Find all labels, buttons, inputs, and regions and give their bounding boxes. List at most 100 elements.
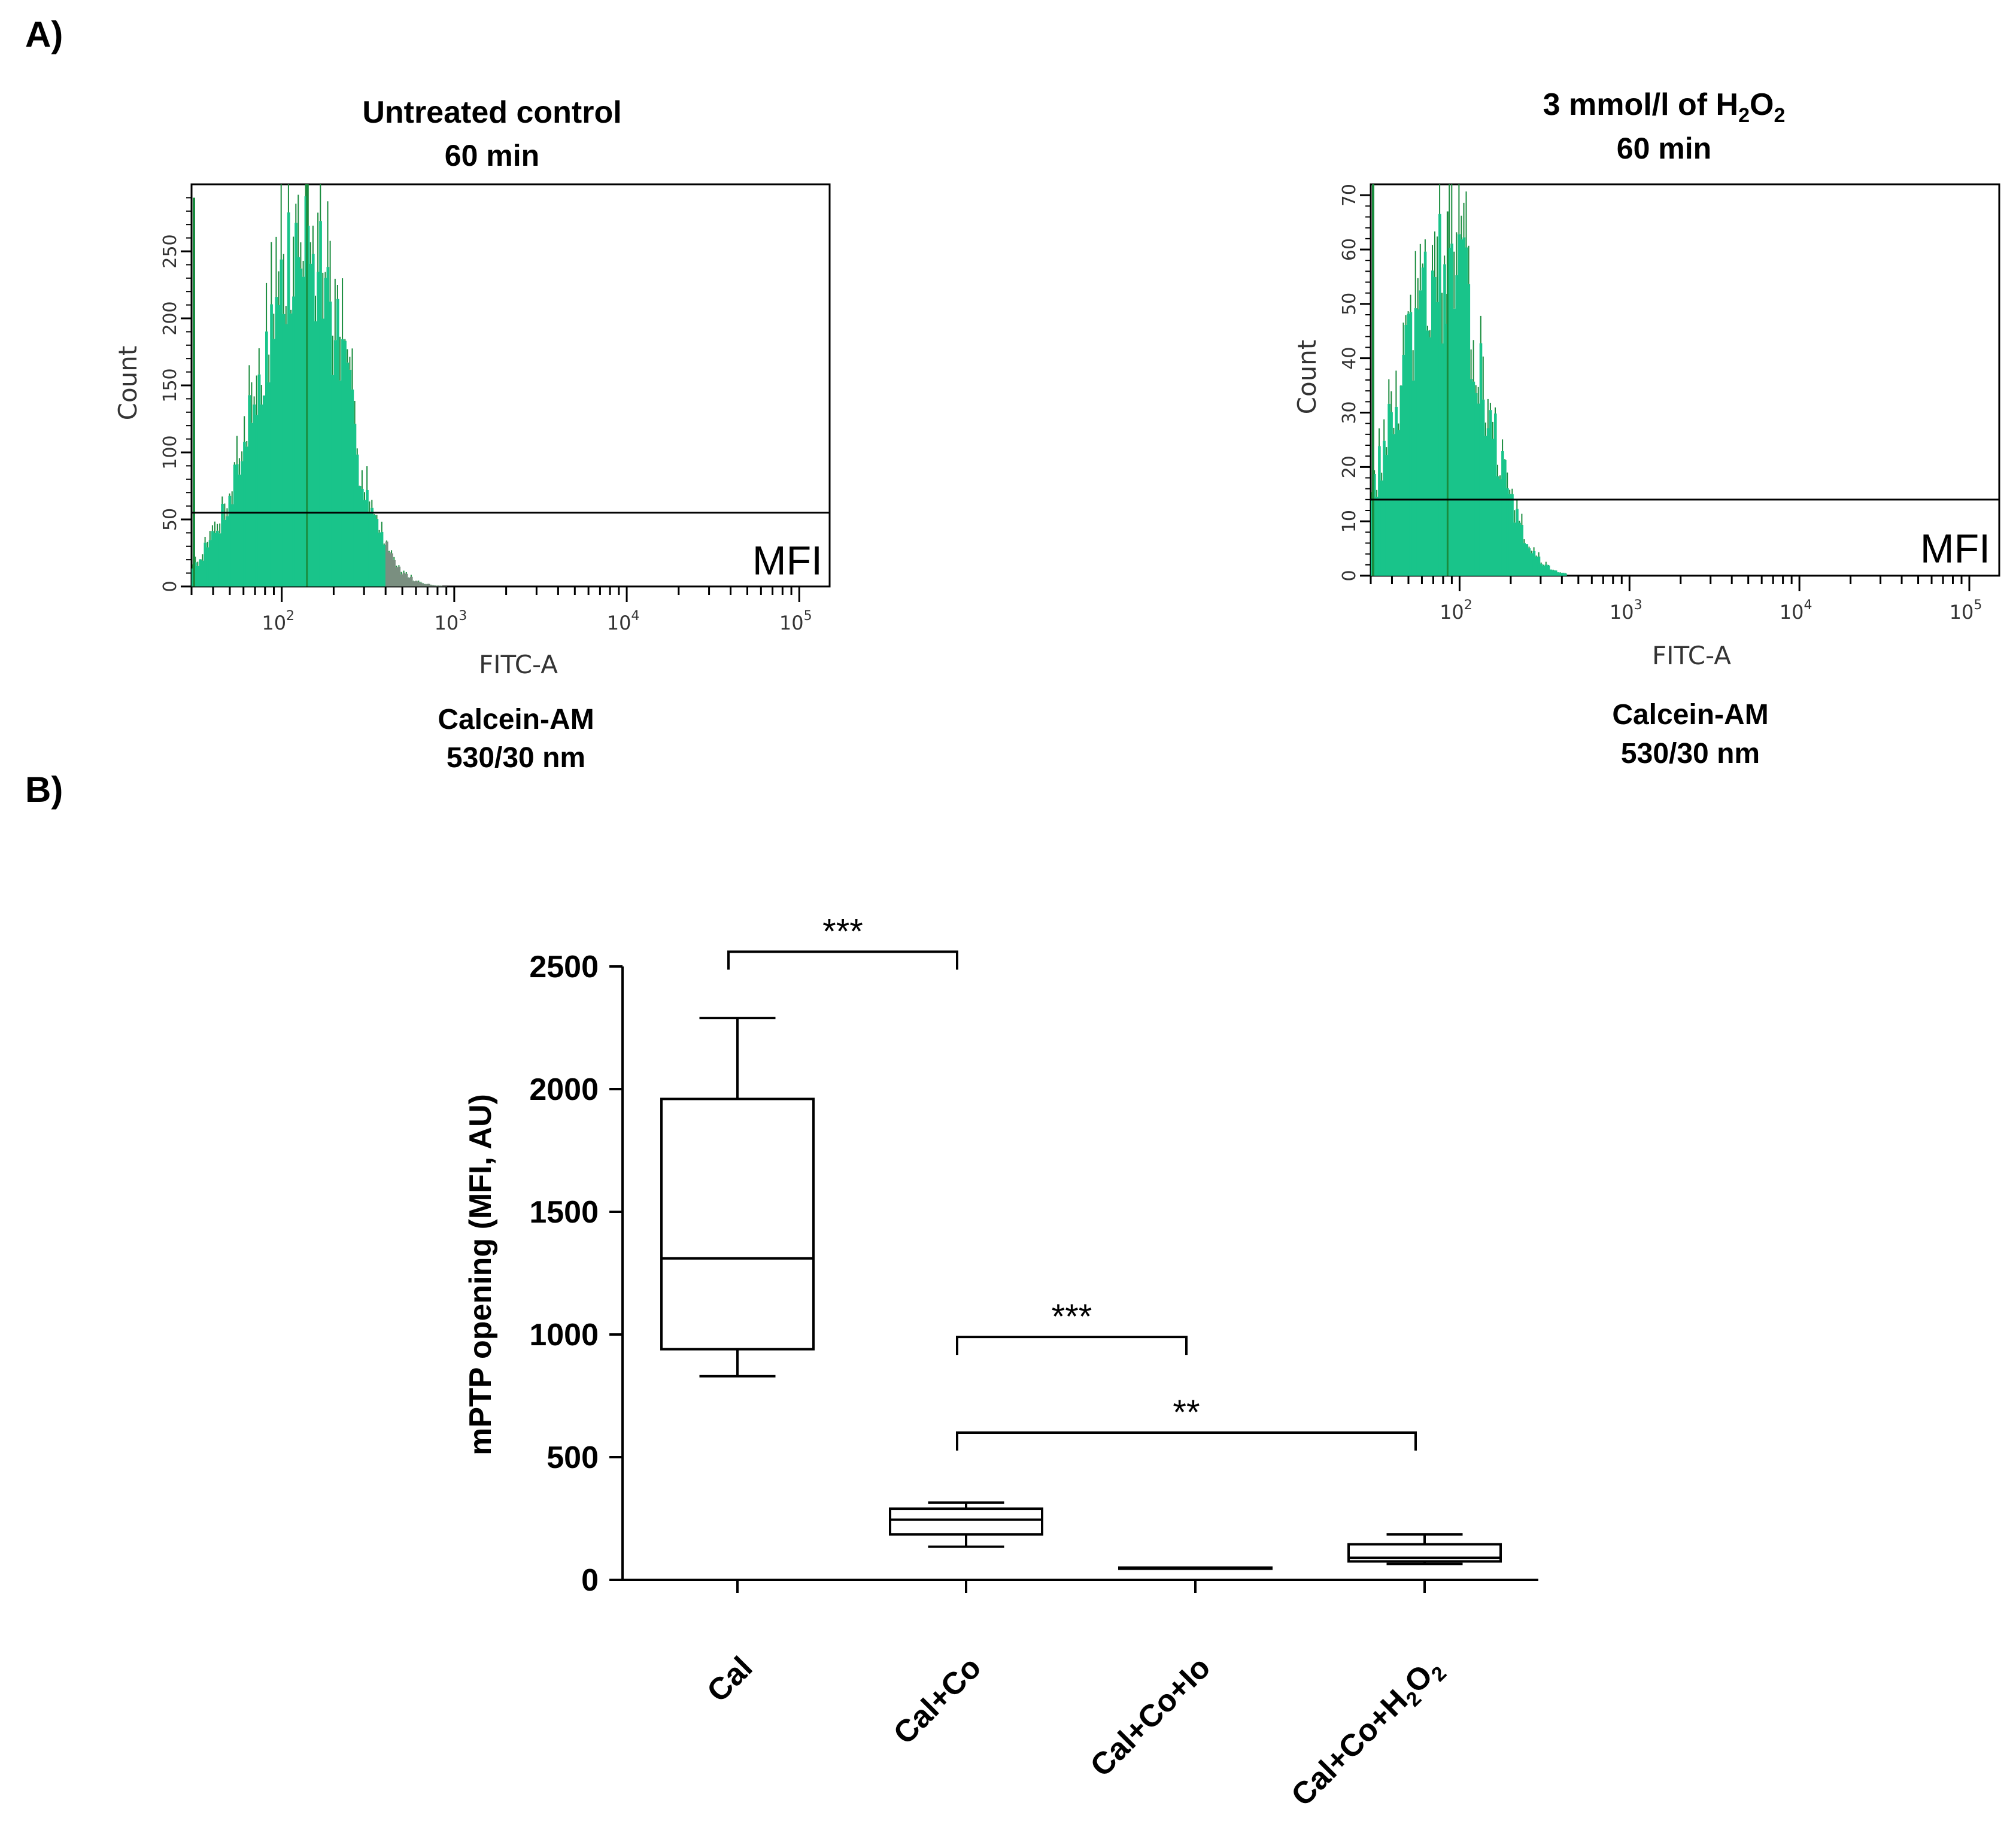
box-ylabel: mPTP opening (MFI, AU) [463, 1094, 498, 1455]
hist1-xlabel: FITC-A [479, 650, 558, 679]
histogram-bin [265, 331, 268, 586]
histogram-bin [1540, 564, 1543, 576]
histogram-bin [1535, 557, 1538, 576]
histogram-bin [211, 531, 214, 586]
hist2-title-mid: O [1750, 87, 1774, 122]
histogram-bin [321, 318, 324, 586]
histogram-bin [287, 212, 290, 586]
histogram-bin [331, 375, 335, 586]
histogram-bin [1436, 302, 1439, 576]
hist2-gate-label: MFI [1920, 526, 1990, 571]
histogram-bin [1554, 570, 1557, 576]
y-tick-label: 250 [160, 234, 181, 268]
histogram-bin [218, 533, 221, 586]
histogram-bin [1462, 237, 1466, 576]
histogram-bin [1390, 412, 1393, 576]
histogram-bin [380, 531, 384, 586]
y-tick-label: 70 [1339, 184, 1360, 206]
histogram-bin [1472, 381, 1475, 576]
histogram-bin [326, 267, 330, 587]
histogram-bin [1392, 434, 1395, 576]
histogram-bin [1479, 343, 1483, 576]
histogram-bin [363, 500, 366, 586]
x-tick-label-exponent: 2 [286, 609, 294, 624]
histogram-bin [228, 495, 232, 586]
x-tick-label-base: 10 [435, 612, 459, 634]
histogram-bin [1404, 325, 1408, 576]
x-tick-label: 105 [779, 609, 812, 634]
histogram-bin [194, 562, 197, 586]
histogram-bin [280, 259, 283, 587]
histogram-bin [360, 488, 364, 586]
hist1-title: Untreated control [362, 95, 621, 130]
y-tick-label: 40 [1339, 347, 1360, 370]
histogram-bin [420, 582, 423, 586]
histogram-bin [1474, 393, 1478, 576]
histogram-bin [329, 301, 332, 586]
histogram-bin [206, 547, 210, 586]
histogram-bin [339, 380, 342, 586]
histogram-bin [292, 296, 295, 586]
histogram-bin [366, 490, 369, 586]
histogram-bin [402, 573, 406, 586]
panel-b-label: B) [25, 770, 63, 810]
x-tick-label-base: 10 [262, 612, 286, 634]
histogram-bin [1489, 410, 1492, 576]
histogram-bin [1518, 522, 1521, 576]
histogram-bin [199, 559, 202, 586]
histogram-bin [1494, 414, 1497, 576]
histogram-bin [275, 297, 278, 586]
x-tick-label-exponent: 3 [1634, 598, 1642, 613]
histogram-bin [415, 580, 418, 586]
significance-label: *** [1052, 1297, 1092, 1336]
histogram-bin [1376, 497, 1379, 576]
histogram-bin [353, 424, 357, 586]
x-tick-label: 102 [1440, 598, 1472, 624]
x-tick-label-exponent: 5 [804, 609, 812, 624]
histogram-bin [250, 422, 254, 586]
histogram-bin [213, 533, 217, 586]
histogram-bin [235, 464, 239, 586]
histogram-bin [409, 576, 413, 586]
histogram-bin [204, 542, 207, 586]
histogram-bin [216, 530, 219, 586]
histogram-bin [1552, 570, 1555, 576]
histogram-bin [1448, 248, 1451, 576]
histogram-bin [1423, 251, 1427, 576]
histogram-bin [314, 321, 317, 586]
x-tick-label-base: 10 [607, 612, 631, 634]
histogram-bin [1537, 557, 1541, 576]
significance-label: *** [822, 912, 863, 951]
histogram-bin [223, 519, 226, 586]
histogram-bin [243, 442, 246, 586]
histogram-bin [1402, 355, 1405, 576]
histogram-bin [1385, 455, 1388, 576]
histogram-bin [309, 263, 312, 586]
histogram-bin [260, 405, 263, 586]
significance-bracket [727, 950, 958, 970]
histogram-bin [1523, 543, 1526, 576]
hist1-caption-line2: 530/30 nm [447, 742, 585, 774]
histogram-bin [238, 475, 241, 586]
histogram-bin [311, 254, 315, 586]
hist1-caption-line1: Calcein-AM [438, 704, 594, 735]
histogram-bin [1562, 573, 1565, 576]
x-tick-label-base: 10 [1610, 601, 1634, 624]
histogram-bin [1549, 569, 1553, 576]
x-tick-label-exponent: 5 [1974, 598, 1982, 613]
histogram-bin [306, 226, 310, 586]
x-tick-label: 103 [435, 609, 467, 634]
histogram-bin [262, 395, 266, 586]
histogram-bin [1470, 379, 1473, 576]
x-tick-label-base: 10 [1950, 601, 1974, 624]
y-tick-label: 200 [160, 301, 181, 335]
y-tick-label: 2500 [529, 950, 599, 984]
x-tick-label: 104 [1780, 598, 1812, 624]
y-tick-label: 20 [1339, 455, 1360, 478]
histogram-bin [1465, 247, 1468, 576]
histogram-bin [358, 486, 362, 586]
histogram-bin [400, 574, 403, 586]
